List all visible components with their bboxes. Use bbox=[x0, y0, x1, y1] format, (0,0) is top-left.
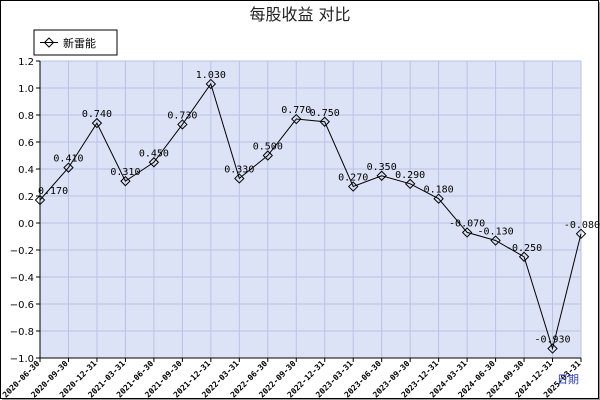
y-tick-label: −0.8 bbox=[10, 327, 34, 338]
data-label: 0.770 bbox=[281, 105, 311, 116]
data-label: -0.250 bbox=[506, 243, 542, 254]
data-point-marker bbox=[91, 117, 103, 129]
y-tick-label: −0.2 bbox=[10, 246, 34, 257]
data-label: -0.080 bbox=[564, 220, 600, 231]
y-tick-label: 0.2 bbox=[18, 192, 34, 203]
y-tick-label: 0.0 bbox=[18, 219, 34, 230]
y-tick-label: −1.0 bbox=[10, 354, 34, 365]
y-tick-label: 1.0 bbox=[18, 84, 34, 95]
y-tick-label: 1.2 bbox=[18, 57, 34, 68]
series-line-layer: 0.170 0.410 0.740 0.310 0.450 0.730 1.030 0.330… bbox=[34, 70, 600, 354]
legend-series-name: 新雷能 bbox=[63, 36, 96, 50]
data-point-marker bbox=[490, 235, 501, 246]
legend: 新雷能 bbox=[33, 29, 118, 56]
data-label: -0.130 bbox=[478, 227, 514, 238]
data-point-marker bbox=[433, 193, 444, 204]
data-point-marker bbox=[291, 113, 302, 125]
chart-title: 每股收益 对比 bbox=[249, 5, 350, 24]
y-tick-labels: 1.2 1.0 0.8 0.6 0.4 0.2 0.0 −0.2 −0.4 −0.6 −0.8 −1.… bbox=[10, 57, 34, 365]
x-axis-corner-label: 日期 bbox=[557, 373, 579, 386]
data-label: -0.070 bbox=[449, 218, 485, 229]
data-label: -0.930 bbox=[534, 335, 570, 346]
data-label: 0.730 bbox=[167, 110, 197, 121]
data-label: 0.290 bbox=[395, 170, 425, 181]
data-point-marker bbox=[63, 162, 74, 173]
y-tick-label: −0.4 bbox=[10, 273, 34, 284]
data-point-marker bbox=[148, 157, 160, 168]
data-point-marker bbox=[34, 194, 46, 206]
data-label: 0.180 bbox=[424, 185, 454, 196]
data-label: 0.410 bbox=[53, 154, 83, 165]
data-point-marker bbox=[575, 228, 587, 240]
data-point-marker bbox=[234, 173, 245, 184]
y-tick-label: −0.6 bbox=[10, 300, 34, 311]
y-tick-label: 0.6 bbox=[18, 138, 34, 149]
data-point-marker bbox=[262, 150, 273, 161]
y-tick-label: 0.4 bbox=[18, 165, 34, 176]
data-point-marker bbox=[547, 343, 558, 354]
series-line bbox=[39, 82, 582, 351]
data-point-marker bbox=[177, 119, 188, 130]
data-label: 0.350 bbox=[367, 162, 397, 173]
data-label: 0.500 bbox=[253, 142, 283, 153]
data-label: 0.310 bbox=[110, 167, 140, 178]
data-label: 0.270 bbox=[338, 173, 368, 184]
data-point-marker bbox=[461, 227, 473, 238]
axes bbox=[39, 61, 581, 359]
data-label: 0.750 bbox=[310, 108, 340, 119]
y-tick-label: 0.8 bbox=[18, 111, 34, 122]
data-label: 0.450 bbox=[139, 148, 169, 159]
data-point-marker bbox=[518, 251, 530, 262]
data-point-marker bbox=[120, 175, 131, 187]
data-point-marker bbox=[348, 181, 359, 192]
data-point-marker bbox=[404, 178, 416, 190]
data-label: 1.030 bbox=[196, 70, 226, 81]
data-point-marker bbox=[205, 78, 217, 90]
x-tick-labels: 2020-06-302020-09-302020-12-312021-03-31… bbox=[1, 359, 583, 400]
data-label: 0.170 bbox=[38, 186, 68, 197]
plot-area bbox=[40, 61, 581, 358]
data-point-marker bbox=[319, 116, 330, 127]
data-label: 0.330 bbox=[224, 164, 254, 175]
legend-diamond-marker bbox=[43, 37, 55, 48]
data-label: 0.740 bbox=[82, 109, 112, 120]
data-point-marker bbox=[376, 170, 387, 181]
